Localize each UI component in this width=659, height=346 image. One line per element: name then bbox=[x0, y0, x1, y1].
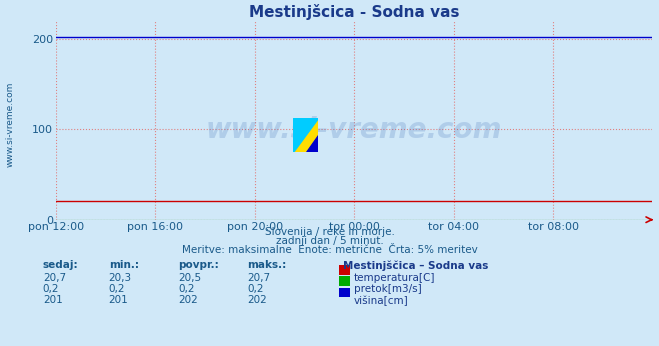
Text: 0,2: 0,2 bbox=[178, 284, 194, 294]
Polygon shape bbox=[306, 135, 318, 152]
Text: Meritve: maksimalne  Enote: metrične  Črta: 5% meritev: Meritve: maksimalne Enote: metrične Črta… bbox=[182, 245, 477, 255]
Text: www.si-vreme.com: www.si-vreme.com bbox=[5, 82, 14, 167]
Text: 20,7: 20,7 bbox=[247, 273, 270, 283]
Text: Slovenija / reke in morje.: Slovenija / reke in morje. bbox=[264, 227, 395, 237]
Text: 201: 201 bbox=[43, 295, 63, 306]
Text: 0,2: 0,2 bbox=[247, 284, 264, 294]
Text: temperatura[C]: temperatura[C] bbox=[354, 273, 436, 283]
Text: 20,3: 20,3 bbox=[109, 273, 132, 283]
Polygon shape bbox=[293, 118, 318, 152]
Polygon shape bbox=[293, 118, 318, 152]
Text: maks.:: maks.: bbox=[247, 260, 287, 270]
Text: 201: 201 bbox=[109, 295, 129, 306]
Text: 20,5: 20,5 bbox=[178, 273, 201, 283]
Text: 202: 202 bbox=[247, 295, 267, 306]
Text: 202: 202 bbox=[178, 295, 198, 306]
Text: 0,2: 0,2 bbox=[43, 284, 59, 294]
Text: višina[cm]: višina[cm] bbox=[354, 295, 409, 306]
Text: www.si-vreme.com: www.si-vreme.com bbox=[206, 116, 502, 144]
Title: Mestinjšcica - Sodna vas: Mestinjšcica - Sodna vas bbox=[249, 3, 459, 20]
Text: pretok[m3/s]: pretok[m3/s] bbox=[354, 284, 422, 294]
Text: povpr.:: povpr.: bbox=[178, 260, 219, 270]
Text: 0,2: 0,2 bbox=[109, 284, 125, 294]
Text: 20,7: 20,7 bbox=[43, 273, 66, 283]
Text: zadnji dan / 5 minut.: zadnji dan / 5 minut. bbox=[275, 236, 384, 246]
Text: sedaj:: sedaj: bbox=[43, 260, 78, 270]
Text: Mestinjščica – Sodna vas: Mestinjščica – Sodna vas bbox=[343, 260, 488, 271]
Text: min.:: min.: bbox=[109, 260, 139, 270]
